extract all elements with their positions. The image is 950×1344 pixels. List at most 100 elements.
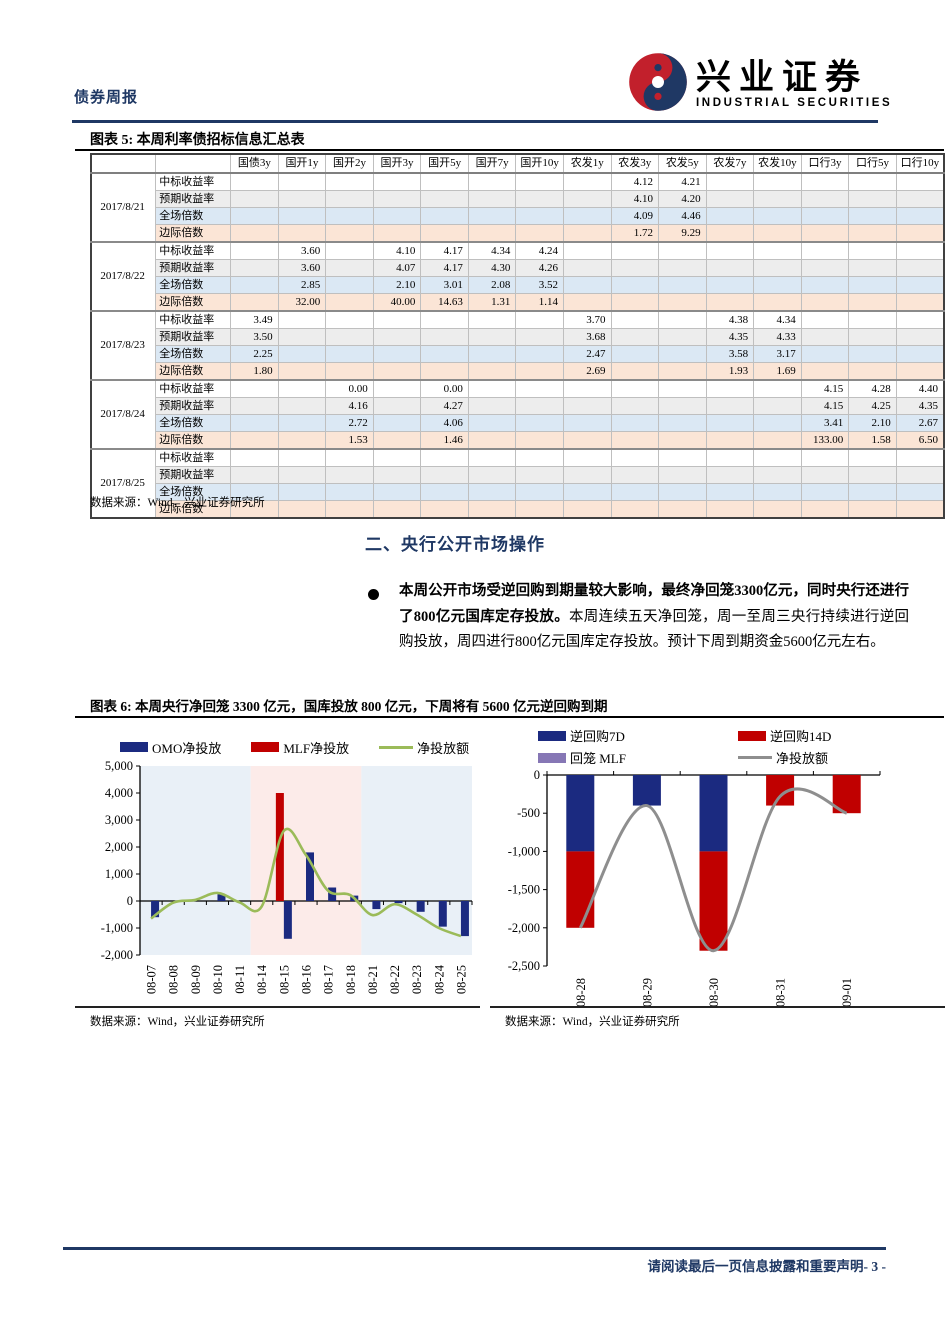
svg-text:08-11: 08-11 <box>233 965 247 994</box>
repo-maturity-chart: 逆回购7D 逆回购14D 回笼 MLF 净投放额 0 -500 -1,000 -1,500 -… <box>490 726 910 1019</box>
table-cell <box>515 345 564 363</box>
table-cell <box>372 207 422 225</box>
legend-swatch <box>538 752 566 763</box>
table-cell <box>848 293 897 312</box>
legend-label: 净投放额 <box>776 751 829 766</box>
paragraph-regular-text: 本周连续五天净回笼，周一至周三央行持续进行逆回购投放，周四进行800亿元国库定存… <box>399 608 909 651</box>
table-cell <box>610 328 660 346</box>
table-cell <box>800 500 850 519</box>
svg-text:08-16: 08-16 <box>300 965 314 994</box>
table-cell <box>420 310 469 329</box>
svg-text:08-28: 08-28 <box>574 978 588 1007</box>
svg-text:-1,000: -1,000 <box>508 844 540 858</box>
table-cell <box>848 259 897 277</box>
logo-en-text: INDUSTRIAL SECURITIES <box>696 96 893 109</box>
table-cell: 4.10 <box>372 241 422 260</box>
table-cell: 4.35 <box>895 397 945 415</box>
table-cell: 4.30 <box>467 259 517 277</box>
table-cell <box>658 466 707 484</box>
paragraph-bold-text: 本周公开市场受逆回购到期量较大影响，最终净回笼3300亿元，同时央行还进行了80… <box>399 583 909 625</box>
table-cell <box>277 190 327 208</box>
table-cell: 4.35 <box>705 328 755 346</box>
column-header: 农发7y <box>705 153 755 174</box>
legend-item: OMO净投放 <box>120 738 221 757</box>
table-cell: 2.69 <box>562 362 612 381</box>
table-cell <box>705 483 755 501</box>
table-cell: 1.80 <box>230 362 279 381</box>
table-cell: 1.69 <box>753 362 802 381</box>
column-header: 国债3y <box>230 153 279 174</box>
table-cell: 2.08 <box>467 276 517 294</box>
table-row: 全场倍数 <box>91 483 945 501</box>
table-cell <box>895 224 945 243</box>
table-cell <box>800 328 850 346</box>
table-cell: 3.68 <box>562 328 612 346</box>
table-cell: 3.49 <box>230 310 279 329</box>
table-cell <box>658 362 707 381</box>
column-header: 国开3y <box>372 153 422 174</box>
table-cell <box>848 241 897 260</box>
table-cell <box>325 328 374 346</box>
table-cell <box>325 276 374 294</box>
table-cell <box>753 483 802 501</box>
table-cell <box>658 500 707 519</box>
table-cell: 0.00 <box>420 379 469 398</box>
legend-item: 回笼 MLF <box>538 748 738 767</box>
table-cell <box>562 172 612 191</box>
table-cell <box>420 190 469 208</box>
svg-text:-500: -500 <box>517 806 540 820</box>
table-cell <box>372 500 422 519</box>
table-cell <box>895 345 945 363</box>
table-cell <box>895 207 945 225</box>
metric-label-cell: 预期收益率 <box>155 259 232 277</box>
table-cell: 1.14 <box>515 293 564 312</box>
table-cell: 2.85 <box>277 276 327 294</box>
date-cell: 2017/8/22 <box>90 241 157 312</box>
svg-text:-2,500: -2,500 <box>508 959 540 973</box>
metric-label-cell: 全场倍数 <box>155 414 232 432</box>
table-cell: 2.67 <box>895 414 945 432</box>
table-cell <box>705 500 755 519</box>
table-cell <box>800 276 850 294</box>
left-chart-legend: OMO净投放 MLF净投放 净投放额 <box>120 738 482 756</box>
table-cell <box>658 379 707 398</box>
table-cell <box>800 224 850 243</box>
table-cell <box>848 500 897 519</box>
rate-bond-auction-table: 国债3y 国开1y 国开2y 国开3y 国开5y 国开7y 国开10y 农发1y 农发3y 农发5… <box>90 153 945 519</box>
figure5-title: 图表 5: 本周利率债招标信息汇总表 <box>90 133 305 148</box>
table-cell <box>658 241 707 260</box>
svg-text:08-09: 08-09 <box>189 965 203 994</box>
table-cell <box>420 483 469 501</box>
left-chart-canvas: -2,000 -1,000 0 1,000 2,000 3,000 4,000 5,000 08… <box>101 759 473 994</box>
table-cell <box>277 207 327 225</box>
table-cell <box>658 259 707 277</box>
right-source-rule <box>490 1006 945 1008</box>
table-cell <box>753 207 802 225</box>
table-cell <box>230 172 279 191</box>
metric-label-cell: 边际倍数 <box>155 293 232 312</box>
table-cell <box>610 241 660 260</box>
table-cell <box>753 397 802 415</box>
table-cell <box>895 276 945 294</box>
table-cell: 3.58 <box>705 345 755 363</box>
table-cell <box>800 362 850 381</box>
svg-text:-1,000: -1,000 <box>101 921 133 935</box>
svg-text:4,000: 4,000 <box>105 786 133 800</box>
column-header: 口行10y <box>895 153 945 174</box>
table-cell: 4.06 <box>420 414 469 432</box>
legend-swatch <box>251 742 280 752</box>
table-cell <box>372 362 422 381</box>
table-cell: 4.15 <box>800 397 850 415</box>
table-cell: 2.72 <box>325 414 374 432</box>
table-row: 边际倍数 1.53 1.46 133.00 1.58 6.50 <box>91 431 945 450</box>
table-cell <box>562 259 612 277</box>
table-row: 全场倍数 2.85 2.10 3.01 2.08 3.52 <box>91 276 945 294</box>
metric-label-cell: 全场倍数 <box>155 345 232 363</box>
metric-label-cell: 全场倍数 <box>155 483 232 501</box>
table-cell <box>705 190 755 208</box>
legend-swatch <box>379 745 414 749</box>
table-cell <box>800 466 850 484</box>
legend-item: 净投放额 <box>379 738 469 757</box>
table-cell <box>515 448 564 467</box>
table-cell <box>895 448 945 467</box>
